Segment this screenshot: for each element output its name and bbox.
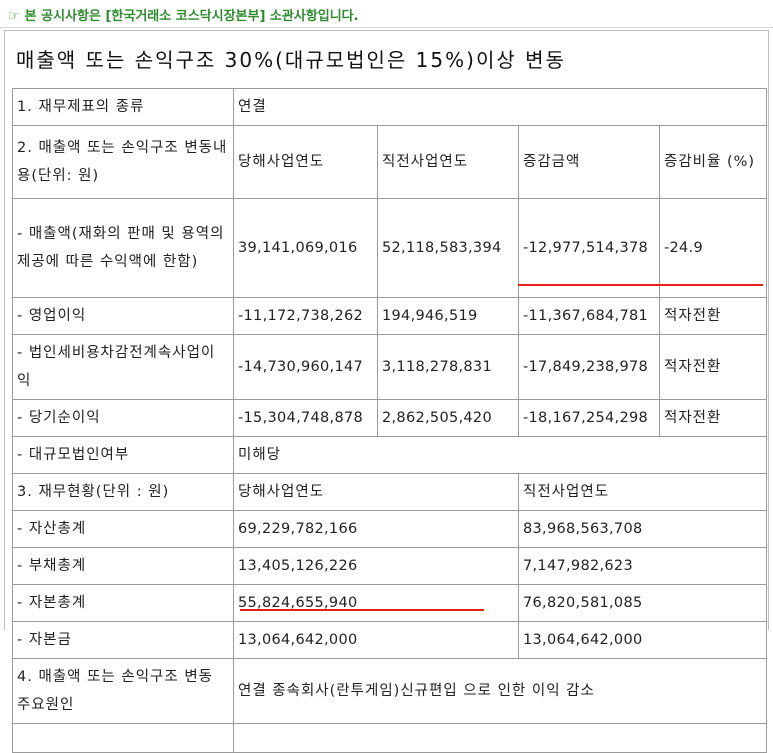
net-diff: -18,167,254,298 xyxy=(518,399,660,437)
pretax-current: -14,730,960,147 xyxy=(233,334,378,400)
pretax-diff: -17,849,238,978 xyxy=(518,334,660,400)
assets-previous: 83,968,563,708 xyxy=(518,510,767,548)
net-current: -15,304,748,878 xyxy=(233,399,378,437)
row-label: - 당기순이익 xyxy=(12,399,234,437)
row-label: - 매출액(재화의 판매 및 용역의 제공에 따른 수익액에 한함) xyxy=(12,198,234,298)
table-row: - 당기순이익 -15,304,748,878 2,862,505,420 -1… xyxy=(12,399,767,437)
fin-header-current: 당해사업연도 xyxy=(233,473,519,511)
capital-previous: 13,064,642,000 xyxy=(518,621,767,659)
equity-current: 55,824,655,940 xyxy=(233,584,519,622)
op-rate: 적자전환 xyxy=(659,297,767,335)
sales-rate: -24.9 xyxy=(659,198,767,298)
row-label: 4. 매출액 또는 손익구조 변동 주요원인 xyxy=(12,658,234,724)
capital-current: 13,064,642,000 xyxy=(233,621,519,659)
large-corp-value: 미해당 xyxy=(233,436,767,474)
underline-reason xyxy=(240,609,484,611)
sales-current: 39,141,069,016 xyxy=(233,198,378,298)
liab-previous: 7,147,982,623 xyxy=(518,547,767,585)
assets-current: 69,229,782,166 xyxy=(233,510,519,548)
row-label: - 영업이익 xyxy=(12,297,234,335)
sales-previous: 52,118,583,394 xyxy=(377,198,519,298)
col-header-rate: 증감비율 (%) xyxy=(659,125,767,199)
row-label: - 자본총계 xyxy=(12,584,234,622)
table-row: 2. 매출액 또는 손익구조 변동내용(단위: 원) 당해사업연도 직전사업연도… xyxy=(12,125,767,199)
table-row: - 법인세비용차감전계속사업이익 -14,730,960,147 3,118,2… xyxy=(12,334,767,400)
pretax-rate: 적자전환 xyxy=(659,334,767,400)
liab-current: 13,405,126,226 xyxy=(233,547,519,585)
row-label: - 대규모법인여부 xyxy=(12,436,234,474)
empty-cell xyxy=(12,723,234,753)
table-row xyxy=(12,723,767,753)
notice-text: 본 공시사항은 [한국거래소 코스닥시장본부] 소관사항입니다. xyxy=(24,9,359,24)
col-header-current: 당해사업연도 xyxy=(233,125,378,199)
sales-diff: -12,977,514,378 xyxy=(518,198,660,298)
row-label: - 자본금 xyxy=(12,621,234,659)
row-label: 2. 매출액 또는 손익구조 변동내용(단위: 원) xyxy=(12,125,234,199)
equity-previous: 76,820,581,085 xyxy=(518,584,767,622)
underline-op-diff xyxy=(518,284,763,286)
hand-pointing-icon: ☞ xyxy=(8,9,20,24)
row-label: - 자산총계 xyxy=(12,510,234,548)
table-row: - 매출액(재화의 판매 및 용역의 제공에 따른 수익액에 한함) 39,14… xyxy=(12,198,767,298)
pretax-previous: 3,118,278,831 xyxy=(377,334,519,400)
net-rate: 적자전환 xyxy=(659,399,767,437)
table-row: - 부채총계 13,405,126,226 7,147,982,623 xyxy=(12,547,767,585)
table-row: - 자산총계 69,229,782,166 83,968,563,708 xyxy=(12,510,767,548)
fin-header-previous: 직전사업연도 xyxy=(518,473,767,511)
disclosure-frame xyxy=(4,30,769,630)
table-row: - 영업이익 -11,172,738,262 194,946,519 -11,3… xyxy=(12,297,767,335)
empty-cell xyxy=(233,723,767,753)
table-row: 3. 재무현황(단위 : 원) 당해사업연도 직전사업연도 xyxy=(12,473,767,511)
net-previous: 2,862,505,420 xyxy=(377,399,519,437)
row-label: - 법인세비용차감전계속사업이익 xyxy=(12,334,234,400)
disclosure-table: 1. 재무제표의 종류 연결 2. 매출액 또는 손익구조 변동내용(단위: 원… xyxy=(12,88,767,753)
op-current: -11,172,738,262 xyxy=(233,297,378,335)
op-previous: 194,946,519 xyxy=(377,297,519,335)
page-title: 매출액 또는 손익구조 30%(대규모법인은 15%)이상 변동 xyxy=(16,48,566,72)
op-diff: -11,367,684,781 xyxy=(518,297,660,335)
change-reason: 연결 종속회사(란투게임)신규편입 으로 인한 이익 감소 xyxy=(233,658,767,724)
col-header-previous: 직전사업연도 xyxy=(377,125,519,199)
table-row: - 자본금 13,064,642,000 13,064,642,000 xyxy=(12,621,767,659)
table-row: 1. 재무제표의 종류 연결 xyxy=(12,88,767,126)
table-row: - 대규모법인여부 미해당 xyxy=(12,436,767,474)
statement-type: 연결 xyxy=(233,88,767,126)
row-label: 1. 재무제표의 종류 xyxy=(12,88,234,126)
table-row: 4. 매출액 또는 손익구조 변동 주요원인 연결 종속회사(란투게임)신규편입… xyxy=(12,658,767,724)
table-row: - 자본총계 55,824,655,940 76,820,581,085 xyxy=(12,584,767,622)
col-header-diff: 증감금액 xyxy=(518,125,660,199)
row-label: - 부채총계 xyxy=(12,547,234,585)
row-label: 3. 재무현황(단위 : 원) xyxy=(12,473,234,511)
notice-banner: ☞ 본 공시사항은 [한국거래소 코스닥시장본부] 소관사항입니다. xyxy=(0,0,773,28)
